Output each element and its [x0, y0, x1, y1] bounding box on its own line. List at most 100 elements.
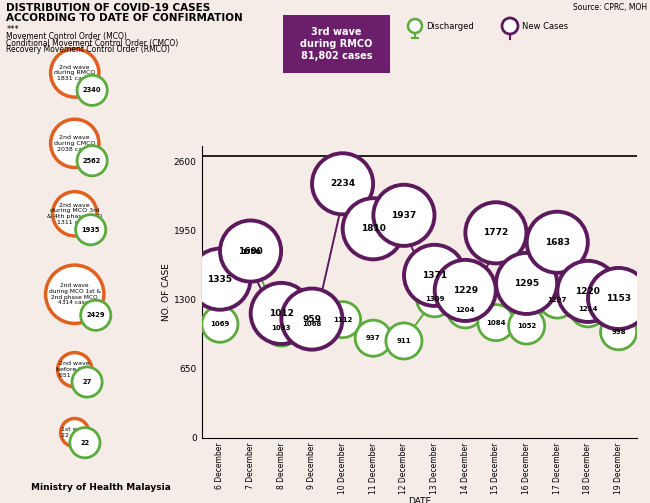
- Text: 937: 937: [366, 335, 380, 341]
- Circle shape: [60, 418, 89, 447]
- Circle shape: [77, 146, 107, 176]
- Circle shape: [53, 192, 97, 236]
- Y-axis label: NO. OF CASE: NO. OF CASE: [162, 263, 171, 321]
- Ellipse shape: [435, 260, 496, 321]
- Text: 2429: 2429: [86, 312, 105, 318]
- Ellipse shape: [570, 291, 606, 327]
- Ellipse shape: [294, 306, 330, 343]
- Polygon shape: [574, 313, 602, 316]
- Text: 3rd wave
during RMCO
81,802 cases: 3rd wave during RMCO 81,802 cases: [300, 27, 372, 61]
- Ellipse shape: [404, 245, 465, 306]
- Text: ACCORDING TO DATE OF CONFIRMATION: ACCORDING TO DATE OF CONFIRMATION: [6, 13, 243, 23]
- Ellipse shape: [233, 234, 268, 270]
- Text: 1600: 1600: [238, 246, 263, 256]
- Circle shape: [51, 119, 99, 167]
- Ellipse shape: [508, 308, 545, 344]
- Text: 2nd wave
during MCO 1st &
2nd phase MCO
4314 cases: 2nd wave during MCO 1st & 2nd phase MCO …: [49, 283, 101, 305]
- Ellipse shape: [312, 153, 373, 214]
- Ellipse shape: [557, 261, 619, 322]
- Ellipse shape: [373, 185, 434, 246]
- Circle shape: [81, 300, 111, 330]
- Text: 1012: 1012: [269, 309, 294, 318]
- Polygon shape: [329, 206, 356, 208]
- Ellipse shape: [478, 304, 514, 341]
- Text: 959: 959: [302, 314, 321, 323]
- Text: 1153: 1153: [606, 294, 631, 303]
- Text: 1220: 1220: [575, 287, 601, 296]
- Text: 1750: 1750: [241, 249, 260, 255]
- Text: 1371: 1371: [422, 271, 447, 280]
- Text: 1937: 1937: [391, 211, 417, 220]
- Text: 1683: 1683: [545, 238, 570, 247]
- Text: ***: ***: [6, 25, 20, 34]
- Text: 1297: 1297: [547, 297, 567, 303]
- Text: 1229: 1229: [452, 286, 478, 295]
- Polygon shape: [206, 301, 233, 304]
- Text: Recovery Movement Control Order (RMCO): Recovery Movement Control Order (RMCO): [6, 45, 170, 54]
- Text: Conditional Movement Control Order (CMCO): Conditional Movement Control Order (CMCO…: [6, 39, 179, 48]
- Polygon shape: [543, 264, 571, 267]
- Text: 1st wave
22 cases: 1st wave 22 cases: [60, 427, 89, 438]
- Ellipse shape: [540, 282, 575, 318]
- Ellipse shape: [447, 292, 484, 328]
- Polygon shape: [452, 312, 479, 315]
- Text: 1068: 1068: [302, 321, 322, 327]
- Text: 1112: 1112: [333, 317, 352, 322]
- Text: Movement Control Order (MCO): Movement Control Order (MCO): [6, 32, 127, 41]
- Circle shape: [46, 265, 104, 323]
- Text: 1309: 1309: [425, 296, 445, 302]
- X-axis label: DATE: DATE: [408, 496, 431, 503]
- Circle shape: [70, 428, 100, 458]
- Polygon shape: [268, 336, 295, 338]
- Text: 2234: 2234: [330, 179, 355, 188]
- Circle shape: [58, 353, 92, 387]
- Ellipse shape: [343, 198, 404, 260]
- Text: 1214: 1214: [578, 306, 598, 312]
- Ellipse shape: [324, 302, 361, 338]
- Text: 911: 911: [396, 338, 411, 344]
- Polygon shape: [421, 297, 448, 300]
- Polygon shape: [513, 305, 540, 308]
- Text: 1084: 1084: [486, 319, 506, 325]
- Polygon shape: [298, 341, 326, 344]
- Text: Discharged: Discharged: [426, 22, 474, 31]
- Text: 2nd wave
before MCO
651 cases: 2nd wave before MCO 651 cases: [57, 361, 93, 378]
- Text: New Cases: New Cases: [522, 22, 568, 31]
- Ellipse shape: [355, 320, 391, 356]
- Text: 2nd wave
during CMCO
2038 cases: 2nd wave during CMCO 2038 cases: [54, 135, 96, 152]
- Text: 1295: 1295: [514, 279, 539, 288]
- Circle shape: [75, 215, 106, 245]
- Text: 1772: 1772: [484, 228, 508, 237]
- Ellipse shape: [601, 314, 636, 350]
- Text: 22: 22: [80, 440, 90, 446]
- Text: Ministry of Health Malaysia: Ministry of Health Malaysia: [31, 483, 171, 492]
- Text: 1335: 1335: [207, 275, 233, 284]
- Ellipse shape: [202, 306, 238, 342]
- Text: 1810: 1810: [361, 224, 385, 233]
- Text: 1935: 1935: [81, 227, 100, 233]
- Ellipse shape: [263, 310, 299, 346]
- Ellipse shape: [588, 268, 649, 329]
- Polygon shape: [237, 273, 265, 276]
- Circle shape: [408, 19, 422, 33]
- Text: Source: CPRC, MOH: Source: CPRC, MOH: [573, 3, 647, 12]
- Ellipse shape: [496, 253, 557, 314]
- Ellipse shape: [220, 220, 281, 282]
- Circle shape: [502, 18, 518, 34]
- Polygon shape: [605, 320, 632, 323]
- Text: 998: 998: [611, 329, 626, 334]
- Ellipse shape: [281, 289, 343, 350]
- Ellipse shape: [465, 202, 526, 264]
- Circle shape: [72, 367, 102, 397]
- Text: 2562: 2562: [83, 158, 101, 164]
- Text: DISTRIBUTION OF COVID-19 CASES: DISTRIBUTION OF COVID-19 CASES: [6, 3, 211, 13]
- Text: 27: 27: [83, 379, 92, 385]
- Ellipse shape: [417, 281, 452, 317]
- Circle shape: [77, 75, 107, 106]
- Polygon shape: [482, 255, 510, 257]
- Text: 2340: 2340: [83, 88, 101, 94]
- Ellipse shape: [189, 248, 250, 310]
- Text: 1033: 1033: [272, 325, 291, 331]
- Text: 1204: 1204: [456, 307, 475, 313]
- Ellipse shape: [386, 323, 422, 359]
